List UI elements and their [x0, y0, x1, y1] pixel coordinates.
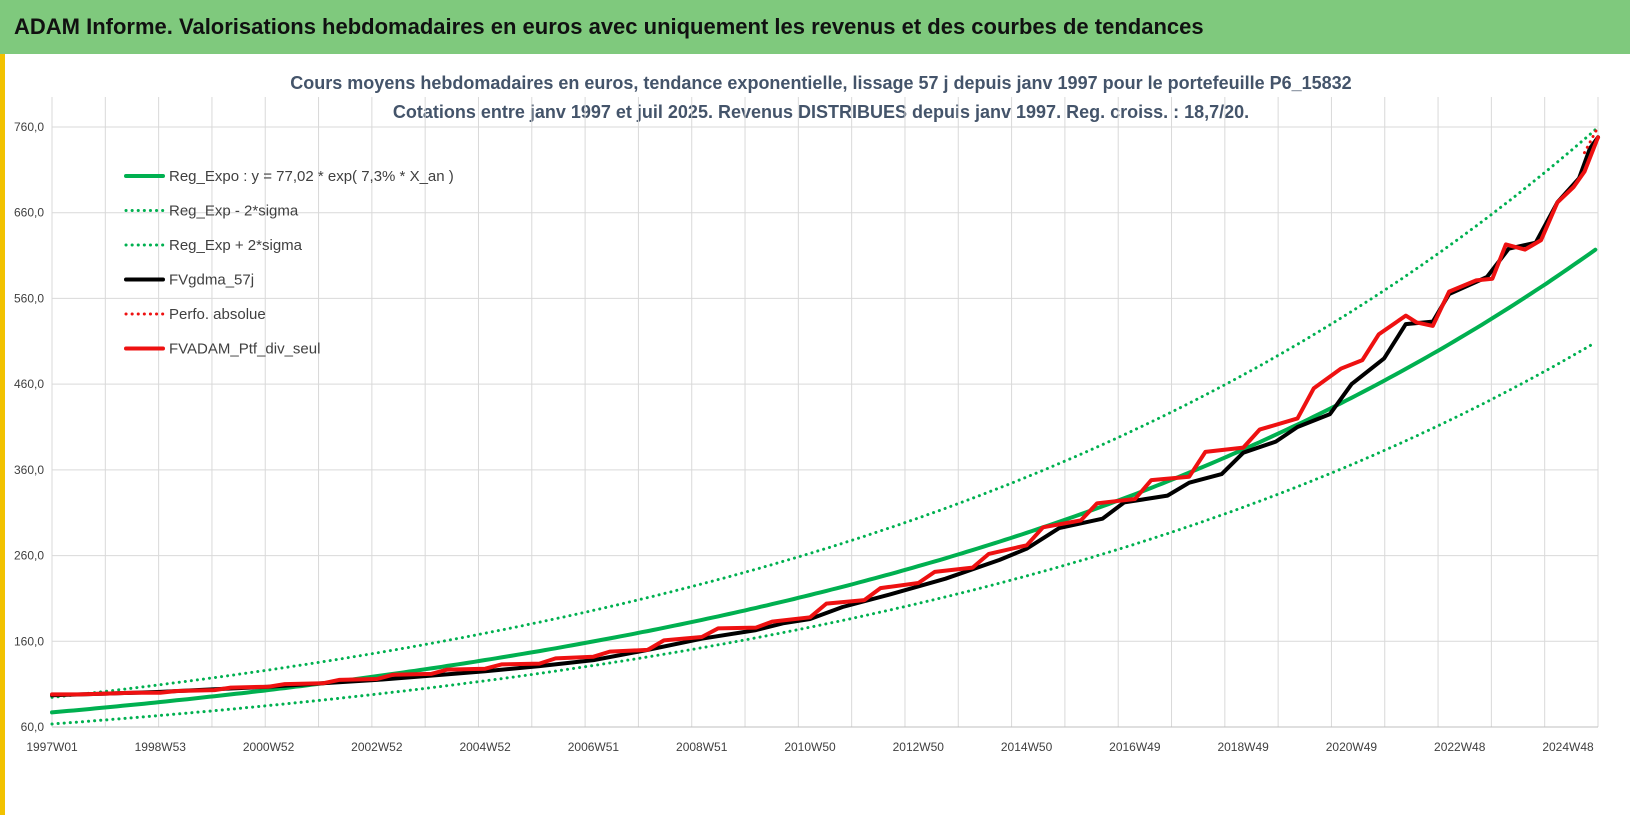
series-line-3: [50, 135, 1600, 698]
x-tick-label: 2004W52: [459, 740, 511, 754]
y-tick-label: 460,0: [14, 377, 44, 391]
x-tick-label: 2018W49: [1217, 740, 1269, 754]
legend: Reg_Expo : y = 77,02 * exp( 7,3% * X_an …: [124, 168, 454, 358]
series-line-5: [50, 135, 1600, 697]
x-tick-label: 2016W49: [1109, 740, 1161, 754]
x-tick-label: 1997W01: [26, 740, 78, 754]
y-tick-label: 660,0: [14, 206, 44, 220]
legend-label: FVADAM_Ptf_div_seul: [169, 341, 320, 358]
x-tick-label: 1998W53: [135, 740, 187, 754]
y-tick-label: 260,0: [14, 549, 44, 563]
x-tick-label: 2010W50: [784, 740, 836, 754]
x-tick-label: 2000W52: [243, 740, 295, 754]
grid: [51, 97, 1599, 728]
series-line-1: [50, 341, 1597, 726]
legend-label: Reg_Expo : y = 77,02 * exp( 7,3% * X_an …: [169, 168, 454, 185]
x-tick-label: 2008W51: [676, 740, 728, 754]
x-tick-label: 2020W49: [1326, 740, 1378, 754]
legend-label: Perfo. absolue: [169, 306, 266, 323]
series-layer: [50, 125, 1600, 726]
y-tick-label: 60,0: [21, 720, 45, 734]
x-tick-label: 2014W50: [1001, 740, 1053, 754]
axes: 60,0 160,0 260,0 360,0 460,0 560,0 660,0 760,0 1…: [14, 120, 1598, 754]
x-tick-label: 2012W50: [893, 740, 945, 754]
chart-svg: Cours moyens hebdomadaires en euros, ten…: [14, 73, 1600, 754]
x-tick-label: 2006W51: [568, 740, 620, 754]
y-tick-label: 760,0: [14, 120, 44, 134]
header-bar: ADAM Informe. Valorisations hebdomadaire…: [0, 0, 1630, 54]
series-line-2: [50, 128, 1597, 699]
legend-label: FVgdma_57j: [169, 272, 254, 289]
series-line-4: [1583, 125, 1600, 155]
chart-frame: Cours moyens hebdomadaires en euros, ten…: [0, 54, 1630, 815]
chart-title-line2: Cotations entre janv 1997 et juil 2025. …: [393, 102, 1249, 122]
chart-title-line1: Cours moyens hebdomadaires en euros, ten…: [290, 73, 1351, 93]
x-tick-label: 2002W52: [351, 740, 403, 754]
series-line-0: [50, 247, 1598, 715]
y-tick-label: 560,0: [14, 291, 44, 305]
legend-label: Reg_Exp + 2*sigma: [169, 237, 303, 254]
x-tick-label: 2022W48: [1434, 740, 1486, 754]
y-tick-label: 360,0: [14, 463, 44, 477]
x-tick-label: 2024W48: [1542, 740, 1594, 754]
page-title: ADAM Informe. Valorisations hebdomadaire…: [14, 14, 1204, 39]
legend-label: Reg_Exp - 2*sigma: [169, 203, 299, 220]
y-tick-label: 160,0: [14, 634, 44, 648]
